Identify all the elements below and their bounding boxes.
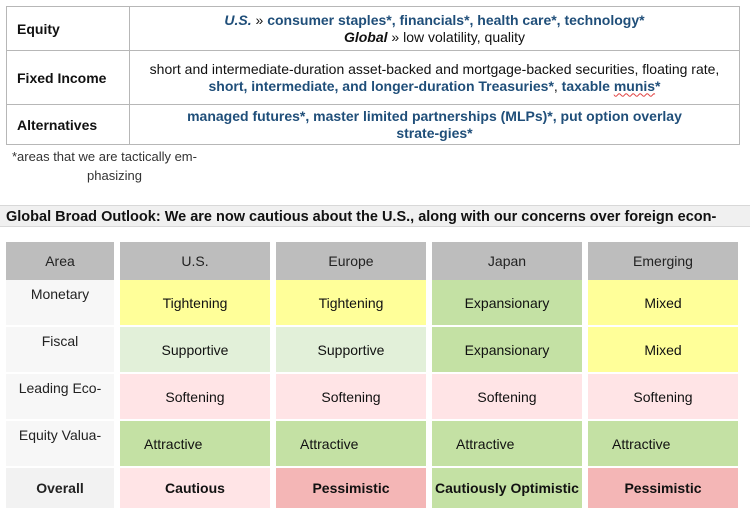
equity-global-items: low volatility, quality	[403, 28, 526, 45]
fixed-income-label: Fixed Income	[6, 50, 130, 105]
outlook-table: Area U.S. Europe Japan Emerging Monetary…	[0, 240, 744, 508]
area-leading-economic: Leading Eco-	[6, 374, 114, 421]
cell-leading-europe: Softening	[276, 374, 426, 421]
fixed-income-taxable: taxable	[561, 77, 614, 94]
cell-fiscal-europe: Supportive	[276, 327, 426, 374]
equity-description: U.S. » consumer staples*, financials*, h…	[129, 6, 740, 51]
footnote: *areas that we are tactically em- phasiz…	[12, 147, 217, 185]
cell-overall-europe: Pessimistic	[276, 468, 426, 508]
equity-global-sep: »	[387, 28, 404, 45]
allocation-table: Equity U.S. » consumer staples*, financi…	[6, 6, 740, 145]
cell-fiscal-us: Supportive	[120, 327, 270, 374]
cell-monetary-emerging: Mixed	[588, 280, 738, 327]
cell-leading-japan: Softening	[432, 374, 582, 421]
cell-overall-us: Cautious	[120, 468, 270, 508]
alternatives-label: Alternatives	[6, 104, 130, 145]
header-europe: Europe	[276, 240, 426, 280]
cell-fiscal-japan: Expansionary	[432, 327, 582, 374]
cell-overall-emerging: Pessimistic	[588, 468, 738, 508]
fixed-income-plain: short and intermediate-duration asset-ba…	[149, 60, 720, 77]
equity-us-items: consumer staples*, financials*, health c…	[267, 11, 645, 28]
equity-label: Equity	[6, 6, 130, 51]
outlook-headline: Global Broad Outlook: We are now cautiou…	[0, 205, 750, 227]
fixed-income-description: short and intermediate-duration asset-ba…	[129, 50, 740, 105]
row-overall: Overall Cautious Pessimistic Cautiously …	[6, 468, 738, 508]
cell-overall-japan: Cautiously Optimistic	[432, 468, 582, 508]
cell-valuation-emerging: Attractive	[588, 421, 738, 468]
footnote-line-1: *areas that we are tactically em-	[12, 149, 197, 164]
row-leading-economic: Leading Eco- Softening Softening Softeni…	[6, 374, 738, 421]
cell-monetary-europe: Tightening	[276, 280, 426, 327]
alternatives-description: managed futures*, master limited partner…	[129, 104, 740, 145]
area-fiscal: Fiscal	[6, 327, 114, 374]
row-fiscal: Fiscal Supportive Supportive Expansionar…	[6, 327, 738, 374]
fixed-income-munis: munis	[613, 77, 656, 94]
cell-leading-us: Softening	[120, 374, 270, 421]
cell-fiscal-emerging: Mixed	[588, 327, 738, 374]
cell-valuation-us: Attractive	[120, 421, 270, 468]
equity-us-sep: »	[251, 11, 268, 28]
cell-valuation-japan: Attractive	[432, 421, 582, 468]
cell-valuation-europe: Attractive	[276, 421, 426, 468]
cell-leading-emerging: Softening	[588, 374, 738, 421]
area-overall: Overall	[6, 468, 114, 508]
equity-global-prefix: Global	[343, 28, 388, 45]
fixed-income-star: *	[655, 77, 661, 94]
fixed-income-sep: ,	[553, 77, 562, 94]
equity-us-prefix: U.S.	[224, 11, 252, 28]
header-emerging: Emerging	[588, 240, 738, 280]
area-equity-valuation: Equity Valua-	[6, 421, 114, 468]
header-japan: Japan	[432, 240, 582, 280]
footnote-line-2: phasizing	[87, 168, 142, 183]
cell-monetary-japan: Expansionary	[432, 280, 582, 327]
area-monetary: Monetary	[6, 280, 114, 327]
header-area: Area	[6, 240, 114, 280]
row-monetary: Monetary Tightening Tightening Expansion…	[6, 280, 738, 327]
cell-monetary-us: Tightening	[120, 280, 270, 327]
row-equity-valuation: Equity Valua- Attractive Attractive Attr…	[6, 421, 738, 468]
fixed-income-treasuries: short, intermediate, and longer-duration…	[208, 77, 554, 94]
header-us: U.S.	[120, 240, 270, 280]
